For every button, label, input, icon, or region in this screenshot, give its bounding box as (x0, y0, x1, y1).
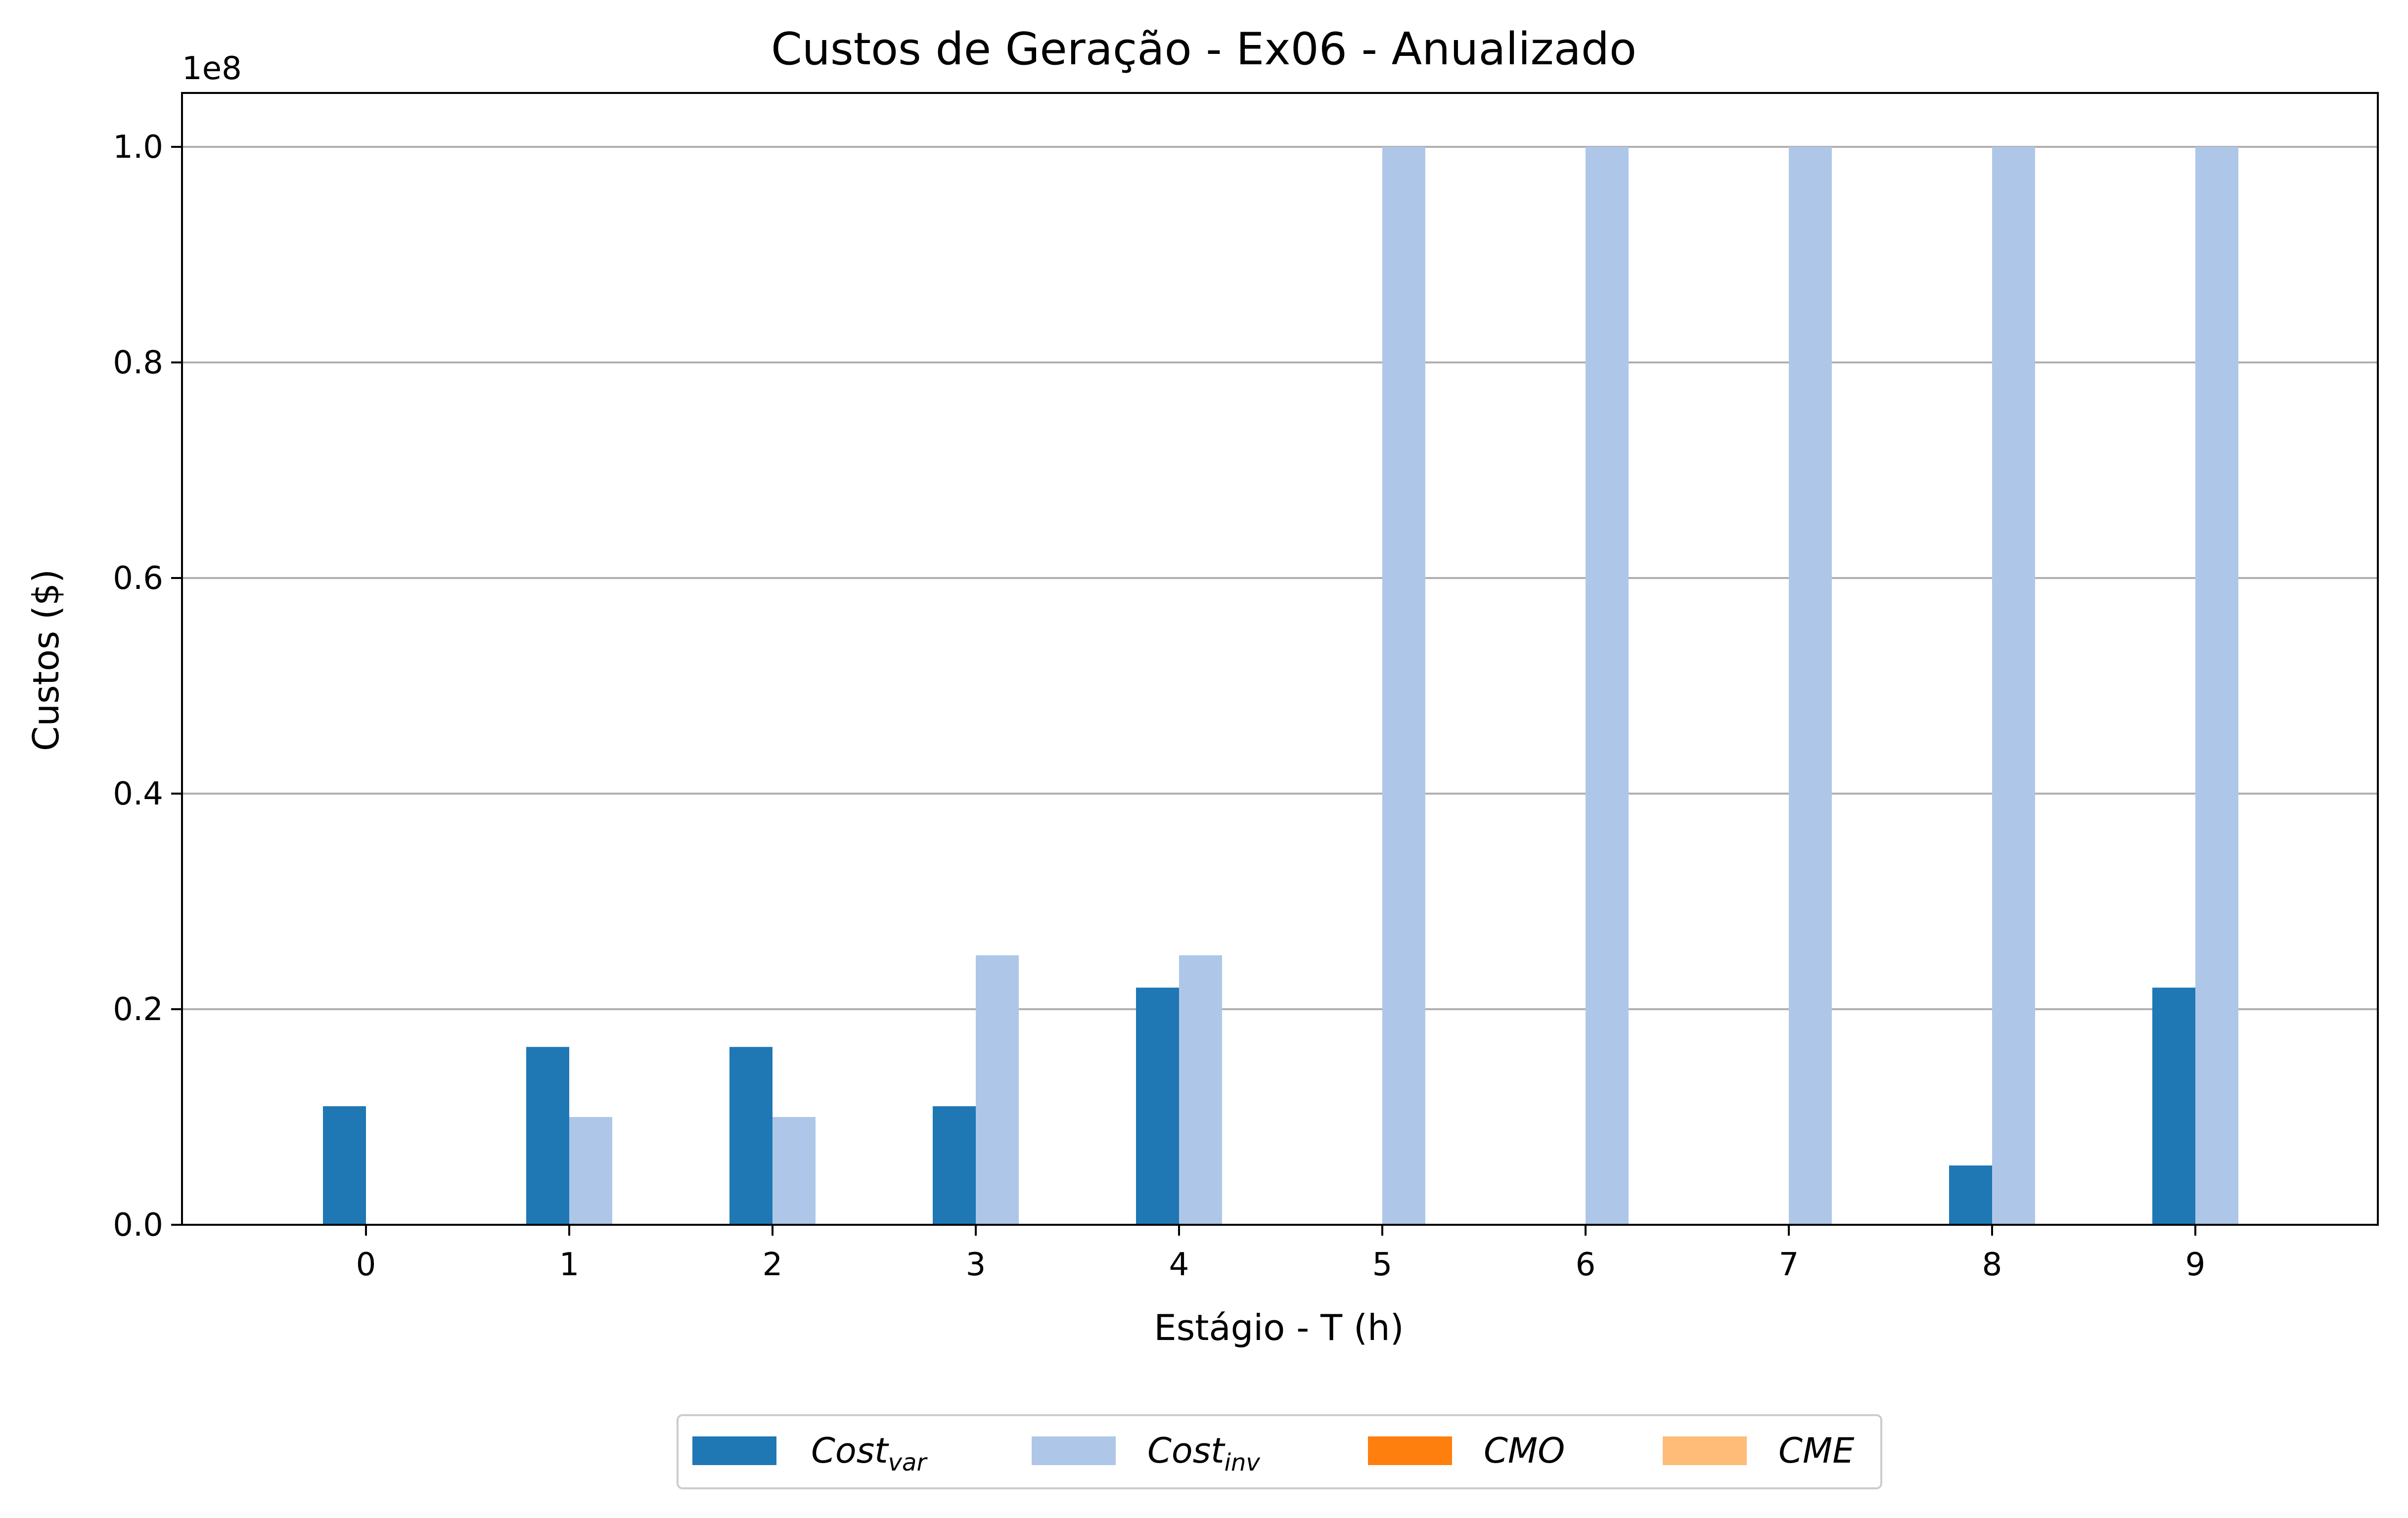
y-tick-label: 0.0 (113, 1207, 163, 1244)
bar-inv-3 (976, 955, 1019, 1225)
x-axis-label: Estágio - T (h) (1154, 1307, 1404, 1348)
bar-var-0 (323, 1106, 366, 1225)
bar-var-3 (933, 1106, 976, 1225)
bar-inv-2 (772, 1117, 816, 1225)
bar-var-8 (1949, 1165, 1992, 1225)
x-tick-label: 7 (1779, 1247, 1799, 1283)
x-tick-label: 5 (1372, 1247, 1393, 1283)
legend-swatch-cme (1663, 1436, 1747, 1465)
y-axis-label: Custos ($) (25, 569, 67, 751)
legend-swatch-var (692, 1436, 776, 1465)
x-tick-label: 8 (1982, 1247, 2002, 1283)
y-tick-label: 0.6 (113, 560, 163, 597)
y-scale-label: 1e8 (182, 50, 242, 87)
y-tick-label: 0.2 (113, 991, 163, 1028)
bar-var-4 (1136, 987, 1179, 1225)
x-tick-label: 1 (559, 1247, 580, 1283)
y-tick-label: 0.8 (113, 345, 163, 381)
bar-inv-5 (1382, 147, 1425, 1225)
bar-inv-6 (1586, 147, 1629, 1225)
bars (323, 147, 2238, 1225)
legend-label-inv: Costinv (1147, 1430, 1260, 1476)
bar-inv-7 (1789, 147, 1832, 1225)
y-tick-label: 1.0 (113, 129, 163, 166)
bar-inv-9 (2195, 147, 2238, 1225)
legend: Costvar Costinv CMO CME (677, 1414, 1882, 1489)
plot-frame (181, 92, 2379, 1226)
bar-inv-4 (1179, 955, 1222, 1225)
ticks: 0.0 0.2 0.4 0.6 0.8 1.0 0 1 2 3 4 5 6 7 8 9 (113, 129, 2205, 1283)
x-tick-label: 2 (763, 1247, 783, 1283)
legend-swatch-cmo (1368, 1436, 1452, 1465)
bar-var-1 (526, 1047, 569, 1225)
legend-label-var: Costvar (811, 1430, 928, 1476)
legend-swatch-inv (1032, 1436, 1116, 1465)
legend-frame (677, 1414, 1882, 1489)
bar-var-2 (729, 1047, 772, 1225)
chart-title: Custos de Geração - Ex06 - Anualizado (771, 23, 1636, 75)
legend-label-cme: CME (1778, 1430, 1855, 1471)
y-tick-label: 0.4 (113, 776, 163, 812)
x-tick-label: 6 (1576, 1247, 1596, 1283)
legend-label-cmo: CMO (1484, 1430, 1565, 1471)
x-tick-label: 3 (966, 1247, 986, 1283)
x-tick-label: 4 (1169, 1247, 1189, 1283)
bar-inv-1 (569, 1117, 612, 1225)
bar-inv-8 (1992, 147, 2035, 1225)
x-tick-label: 0 (356, 1247, 376, 1283)
x-tick-label: 9 (2185, 1247, 2206, 1283)
bar-var-9 (2152, 987, 2195, 1225)
